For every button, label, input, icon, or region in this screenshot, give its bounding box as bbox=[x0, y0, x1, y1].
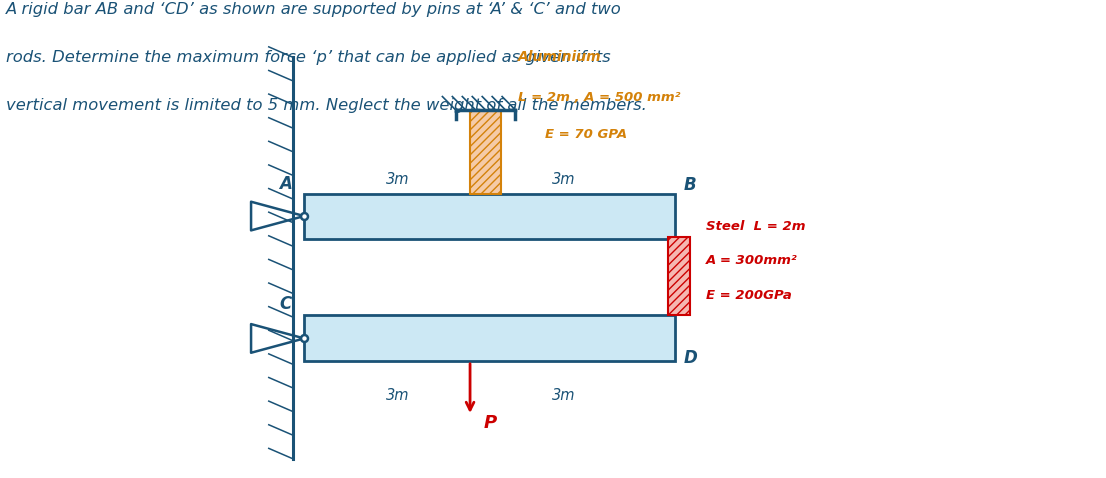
Text: vertical movement is limited to 5 mm. Neglect the weight of all the members.: vertical movement is limited to 5 mm. Ne… bbox=[6, 98, 646, 113]
Text: 3m: 3m bbox=[552, 172, 576, 187]
Text: Steel  L = 2m: Steel L = 2m bbox=[706, 220, 805, 233]
Bar bbox=[470, 110, 501, 194]
Text: Aluminium: Aluminium bbox=[518, 50, 602, 64]
Text: 3m: 3m bbox=[386, 388, 410, 403]
Text: A = 300mm²: A = 300mm² bbox=[706, 254, 797, 267]
Text: 3m: 3m bbox=[552, 388, 576, 403]
Text: L = 2m , A = 500 mm²: L = 2m , A = 500 mm² bbox=[518, 91, 680, 104]
Bar bbox=[304, 194, 675, 239]
Text: E = 70 GPA: E = 70 GPA bbox=[545, 128, 627, 141]
Bar bbox=[668, 237, 690, 315]
Text: 3m: 3m bbox=[386, 172, 410, 187]
Text: A rigid bar AB and ‘CD’ as shown are supported by pins at ‘A’ & ‘C’ and two: A rigid bar AB and ‘CD’ as shown are sup… bbox=[6, 2, 622, 17]
Text: A: A bbox=[279, 175, 292, 193]
Text: C: C bbox=[279, 294, 292, 313]
Text: E = 200GPa: E = 200GPa bbox=[706, 289, 792, 302]
Text: rods. Determine the maximum force ‘p’ that can be applied as given if its: rods. Determine the maximum force ‘p’ th… bbox=[6, 50, 611, 65]
Bar bbox=[304, 315, 675, 361]
Text: D: D bbox=[684, 348, 697, 367]
Text: P: P bbox=[483, 414, 497, 432]
Text: B: B bbox=[684, 176, 696, 195]
